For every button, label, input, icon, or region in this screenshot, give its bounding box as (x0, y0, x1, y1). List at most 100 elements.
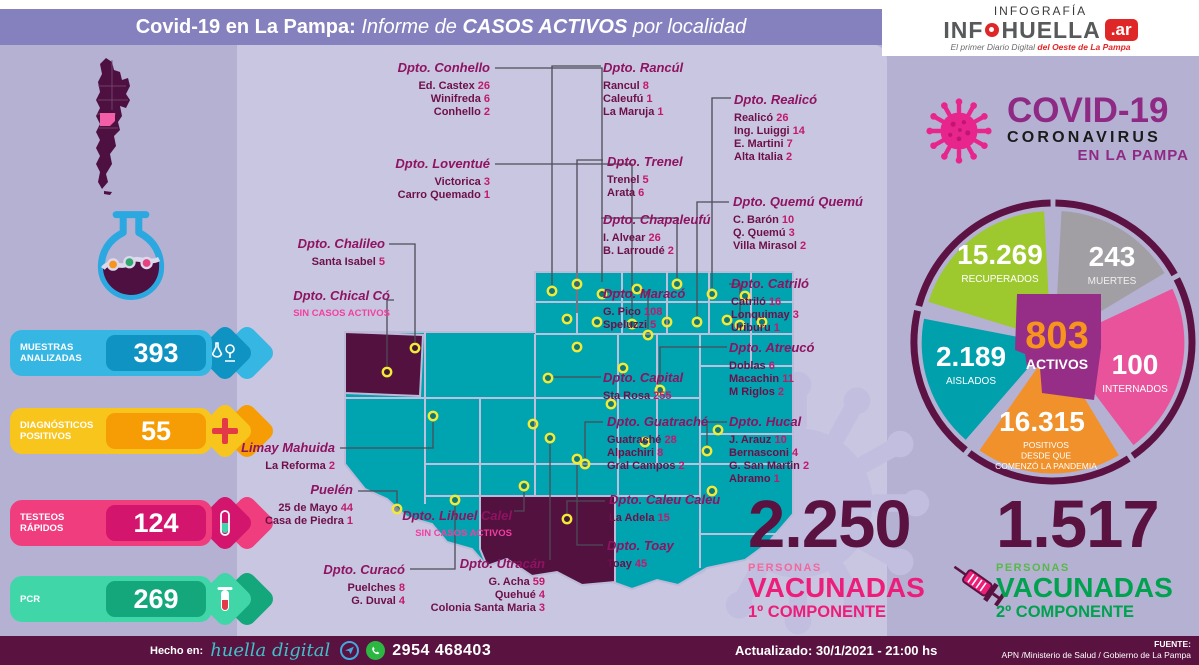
locality-name: J. Arauz (729, 434, 772, 446)
locality-name: Colonia Santa Maria (430, 602, 536, 614)
locality-row: La Maruja 1 (603, 106, 683, 119)
stat-pill-body: MUESTRAS ANALIZADAS 393 (10, 330, 212, 376)
locality-row: Caleufú 1 (603, 93, 683, 106)
map-label-trenel: Dpto. Trenel Trenel 5 Arata 6 (607, 154, 683, 200)
stat-testeos: TESTEOS RÁPIDOS 124 (10, 493, 277, 553)
locality-row: Abramo 1 (729, 473, 809, 486)
locality-count: 2 (797, 240, 807, 252)
map-label-atreuco: Dpto. Atreucó Doblas 6 Macachin 11 M Riglos… (729, 340, 814, 399)
stat-label: TESTEOS RÁPIDOS (20, 512, 65, 534)
dept-title: Dpto. Caleu Caleu (609, 492, 721, 507)
locality-row: Sta Rosa 255 (603, 390, 683, 403)
locality-row: G. Duval 4 (323, 595, 405, 608)
locality-count: 10 (771, 434, 787, 446)
locality-row: Rancul 8 (603, 80, 683, 93)
logo-name-left: INF (943, 17, 984, 43)
locality-count: 16 (765, 296, 782, 308)
locality-name: G. Duval (351, 595, 396, 607)
locality-row: Trenel 5 (607, 174, 683, 187)
vaccinated-line1: PERSONAS (748, 562, 822, 574)
locality-count: 6 (480, 93, 490, 105)
pie-center-value: 803 (1025, 315, 1088, 357)
locality-name: Toay (607, 558, 632, 570)
locality-count: 2 (799, 460, 810, 472)
pie-slice-positivos (979, 345, 1119, 474)
locality-name: E. Martini (734, 138, 784, 150)
stat-pill-body: TESTEOS RÁPIDOS 124 (10, 500, 212, 546)
flask-icon (92, 198, 170, 315)
dept-title: Dpto. Utracán (459, 556, 545, 571)
logo-tagline-left: El primer Diario Digital (950, 42, 1038, 52)
locality-row: Villa Mirasol 2 (733, 240, 863, 253)
logo-dot-icon (985, 23, 1000, 37)
stat-value: 269 (106, 581, 206, 617)
stat-label: DIAGNÓSTICOS POSITIVOS (20, 420, 94, 442)
stat-pill-body: PCR 269 (10, 576, 212, 622)
footer-credit: Hecho en: huella digital 2954 468403 (150, 636, 491, 665)
locality-row: La Adela 15 (609, 512, 720, 525)
locality-count: 44 (337, 502, 353, 514)
locality-row: Victorica 3 (395, 176, 490, 189)
locality-row: C. Barón 10 (733, 214, 863, 227)
slice-label: AISLADOS (946, 376, 996, 387)
locality-count: 6 (765, 360, 775, 372)
locality-count: 108 (640, 306, 663, 318)
locality-count: 26 (645, 232, 661, 244)
dept-title: Dpto. Toay (607, 538, 674, 553)
locality-name: Macachin (729, 373, 780, 385)
locality-row: Q. Quemú 3 (733, 227, 863, 240)
dept-title: Dpto. Maracó (603, 286, 686, 301)
coronavirus-icon (918, 90, 1000, 177)
locality-row: Ed. Castex 26 (398, 80, 490, 93)
locality-row: Speluzzi 5 (603, 319, 685, 332)
logo-row: INF HUELLA .ar (943, 17, 1138, 43)
locality-name: Alta Italia (734, 151, 783, 163)
locality-row: Carro Quemado 1 (395, 189, 490, 202)
locality-name: M Riglos (729, 386, 775, 398)
map-label-rancul: Dpto. Rancúl Rancul 8 Caleufú 1 La Maruja 1 (603, 60, 683, 119)
slice-label: DESDE QUE (1021, 451, 1071, 461)
syringe-icon (947, 552, 1011, 621)
locality-row: G. Acha 59 (431, 576, 545, 589)
locality-count: 26 (474, 80, 490, 92)
locality-name: Winifreda (430, 93, 481, 105)
locality-count: 5 (375, 256, 385, 268)
slice-value: 100 (1112, 349, 1159, 380)
locality-name: Puelches (347, 582, 396, 594)
whatsapp-icon (366, 641, 386, 660)
locality-count: 4 (535, 589, 545, 601)
covid-pie-chart: 15.269 RECUPERADOS 243 MUERTES 100 INTERNADOS… (905, 196, 1199, 496)
locality-row: I. Alvear 26 (603, 232, 711, 245)
stat-value: 124 (106, 505, 206, 541)
page-title-italic: Informe de (355, 15, 463, 38)
locality-row: Puelches 8 (323, 582, 406, 595)
locality-name: La Maruja (603, 106, 655, 118)
slice-value: 2.189 (936, 341, 1006, 372)
locality-name: Victorica (434, 176, 481, 188)
header-bar: Covid-19 en La Pampa: Informe de CASOS A… (0, 9, 882, 45)
la-pampa-map: Dpto. Conhello Ed. Castex 26 Winifreda 6 Co… (237, 44, 887, 636)
locality-row: Santa Isabel 5 (298, 256, 385, 269)
covid-logo-title: COVID-19 (1007, 91, 1169, 130)
locality-row: 25 de Mayo 44 (265, 502, 353, 515)
locality-count: 7 (783, 138, 793, 150)
locality-count: 45 (631, 558, 648, 570)
locality-name: Quehué (494, 589, 536, 601)
pie-outer-ring (967, 450, 1131, 485)
locality-row: Guatraché 28 (607, 434, 708, 447)
source-label: FUENTE: (1154, 639, 1191, 649)
locality-count: 255 (650, 390, 672, 402)
pie-outer-ring (910, 309, 968, 453)
locality-row: Uriburu 1 (731, 322, 809, 335)
footer-bar: Hecho en: huella digital 2954 468403 Act… (0, 636, 1199, 665)
source-text: APN /Ministerio de Salud / Gobierno de L… (1001, 650, 1191, 660)
locality-name: 25 de Mayo (278, 502, 338, 514)
map-label-guatrache: Dpto. Guatraché Guatraché 28 Alpachiri 8 Gr… (607, 414, 708, 473)
no-active-cases-note: SIN CASOS ACTIVOS (293, 308, 390, 319)
locality-row: J. Arauz 10 (729, 434, 809, 447)
locality-row: Casa de Piedra 1 (265, 515, 353, 528)
source-note: FUENTE: APN /Ministerio de Salud / Gobie… (1002, 639, 1191, 661)
logo-tagline-right: del Oeste de La Pampa (1037, 42, 1131, 52)
locality-count: 14 (789, 125, 805, 137)
dept-title: Puelén (310, 482, 353, 497)
